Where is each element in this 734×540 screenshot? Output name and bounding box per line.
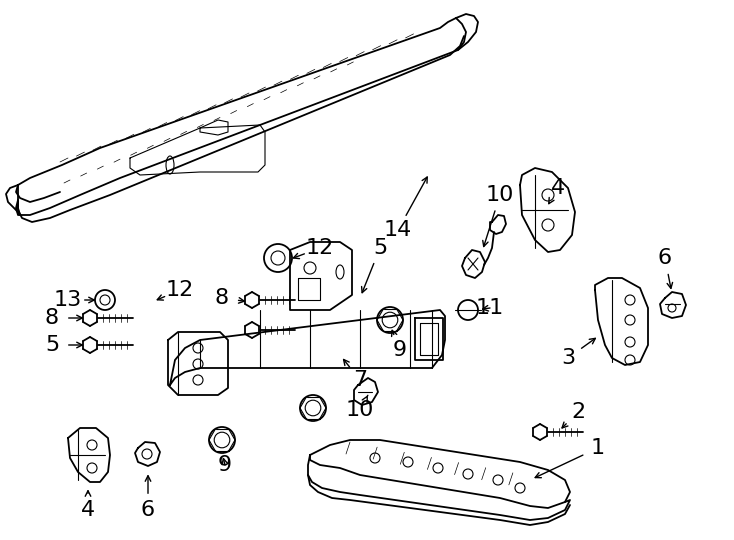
Text: 2: 2 xyxy=(571,402,585,422)
Text: 4: 4 xyxy=(81,500,95,520)
Text: 10: 10 xyxy=(346,400,374,420)
Text: 10: 10 xyxy=(486,185,515,205)
Text: 5: 5 xyxy=(45,335,59,355)
Text: 4: 4 xyxy=(551,178,565,198)
Text: 11: 11 xyxy=(476,298,504,318)
Text: 3: 3 xyxy=(561,348,575,368)
Text: 9: 9 xyxy=(218,455,232,475)
Text: 1: 1 xyxy=(591,438,605,458)
Text: 12: 12 xyxy=(306,238,334,258)
Text: 13: 13 xyxy=(54,290,82,310)
Text: 9: 9 xyxy=(393,340,407,360)
Text: 8: 8 xyxy=(215,288,229,308)
Text: 12: 12 xyxy=(166,280,194,300)
Text: 8: 8 xyxy=(45,308,59,328)
Text: 5: 5 xyxy=(373,238,387,258)
Text: 6: 6 xyxy=(658,248,672,268)
Text: 7: 7 xyxy=(353,370,367,390)
Text: 6: 6 xyxy=(141,500,155,520)
Text: 14: 14 xyxy=(384,220,412,240)
